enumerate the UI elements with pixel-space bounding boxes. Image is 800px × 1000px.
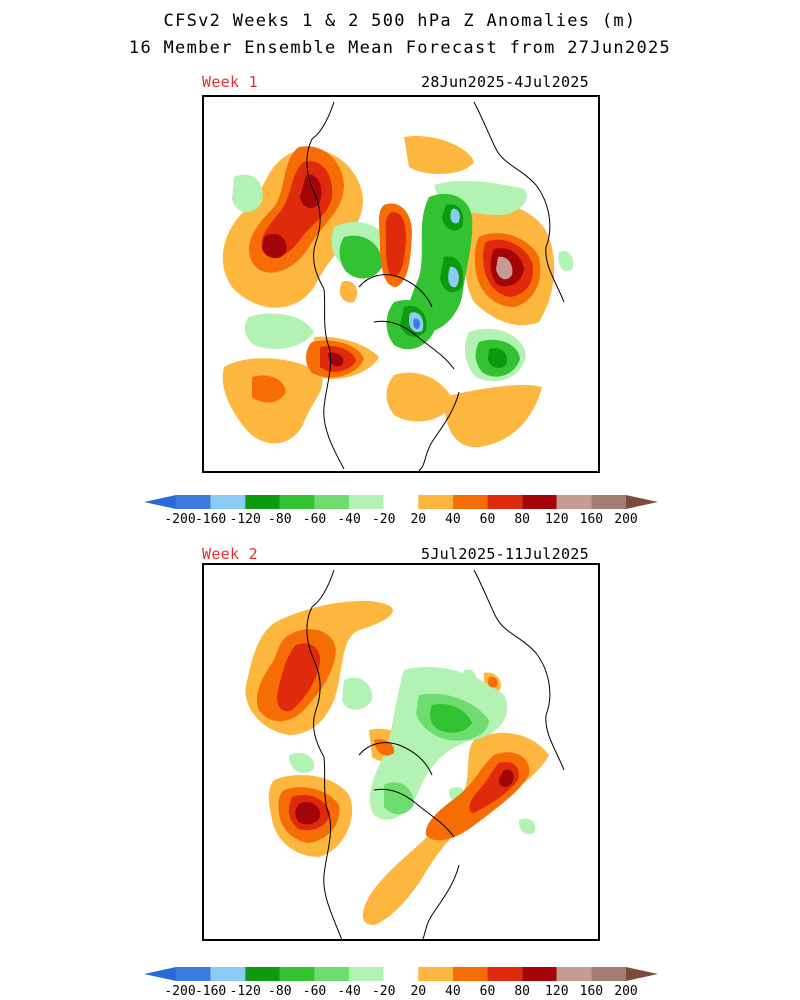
colorbar-segment [245,495,280,509]
colorbar-over-arrow [626,495,658,509]
colorbar-segment [314,495,350,509]
colorbar-tick-label: 40 [445,984,461,999]
colorbar-tick-label: -80 [268,984,292,999]
colorbar-segment [487,967,523,981]
colorbar-2 [144,967,658,981]
week2-label: Week 2 [202,545,258,563]
colorbar-tick-label: 200 [614,512,638,527]
colorbar-tick-label: 80 [514,984,531,999]
colorbar-tick-label: 120 [545,984,569,999]
colorbar-segment [418,495,453,509]
colorbar-segment [279,967,315,981]
colorbar-under-arrow [144,495,176,509]
colorbar-tick-label: -60 [302,512,327,527]
week1-map [202,95,600,473]
colorbar-segment [383,495,419,509]
colorbar-segment [279,495,315,509]
week1-label: Week 1 [202,73,258,91]
colorbar-tick-label: -40 [337,512,361,527]
colorbar-tick-label: -160 [194,984,227,999]
week2-map-canvas [245,569,565,939]
colorbar-segment [210,495,246,509]
colorbar-segment [314,967,350,981]
colorbar-tick-label: 20 [410,984,427,999]
colorbar-tick-label: 80 [514,512,531,527]
colorbar-tick-label: -200 [164,984,196,999]
colorbar-segment [487,495,523,509]
colorbar-segment [349,495,384,509]
colorbar-tick-label: 20 [410,512,427,527]
colorbar-segment [176,967,211,981]
colorbar-segment [176,495,211,509]
week1-anomaly-neg200 [413,318,421,329]
colorbar-tick-label: 160 [579,984,604,999]
week1-coastlines [306,101,565,471]
colorbar-segment [452,495,488,509]
colorbar-segment [591,495,626,509]
week2-anomaly-80 [295,769,514,825]
colorbar-tick-label: -20 [371,984,396,999]
colorbar-tick-label: -80 [268,512,292,527]
colorbar-segment [418,967,453,981]
colorbar-tick-label: -120 [229,984,261,999]
colorbar-tick-label: -60 [302,984,327,999]
colorbar-segment [245,967,280,981]
colorbar-segment [349,967,384,981]
colorbar-segment [383,967,419,981]
colorbar-segment [210,967,246,981]
colorbar-tick-label: -160 [194,512,227,527]
week1-map-canvas [222,101,574,471]
colorbar-tick-label: 40 [445,512,461,527]
colorbar-segment [452,967,488,981]
week2-coastlines [306,569,565,939]
week2-dates: 5Jul2025-11Jul2025 [421,545,589,563]
week2-anomaly-neg60 [430,703,472,733]
colorbar-tick-label: 200 [614,984,638,999]
title-line-2: 16 Member Ensemble Mean Forecast from 27… [128,38,672,58]
colorbar-1-labels: -200 -160 -120 -80 -60 -40 -20 20 40 60 80 120 160 20… [144,512,658,528]
week1-dates: 28Jun2025-4Jul2025 [421,73,589,91]
week2-map [202,563,600,941]
colorbar-tick-label: 60 [479,512,496,527]
colorbar-tick-label: 160 [579,512,604,527]
colorbar-tick-label: -120 [229,512,261,527]
colorbar-segment [522,495,557,509]
colorbar-under-arrow [144,967,176,981]
colorbar-segment [591,967,626,981]
colorbar-tick-label: -40 [337,984,361,999]
colorbar-segment [556,967,592,981]
week2-anomaly-neg20 [289,666,536,835]
colorbar-segment [556,495,592,509]
colorbar-1 [144,495,658,509]
title-line-1: CFSv2 Weeks 1 & 2 500 hPa Z Anomalies (m… [163,11,637,31]
colorbar-segment [522,967,557,981]
colorbar-tick-label: 120 [545,512,569,527]
colorbar-tick-label: -200 [164,512,196,527]
colorbar-tick-label: 60 [479,984,496,999]
colorbar-2-labels: -200 -160 -120 -80 -60 -40 -20 20 40 60 80 120 160 20… [144,984,658,1000]
colorbar-over-arrow [626,967,658,981]
week1-anomaly-120 [496,256,513,280]
colorbar-tick-label: -20 [371,512,396,527]
